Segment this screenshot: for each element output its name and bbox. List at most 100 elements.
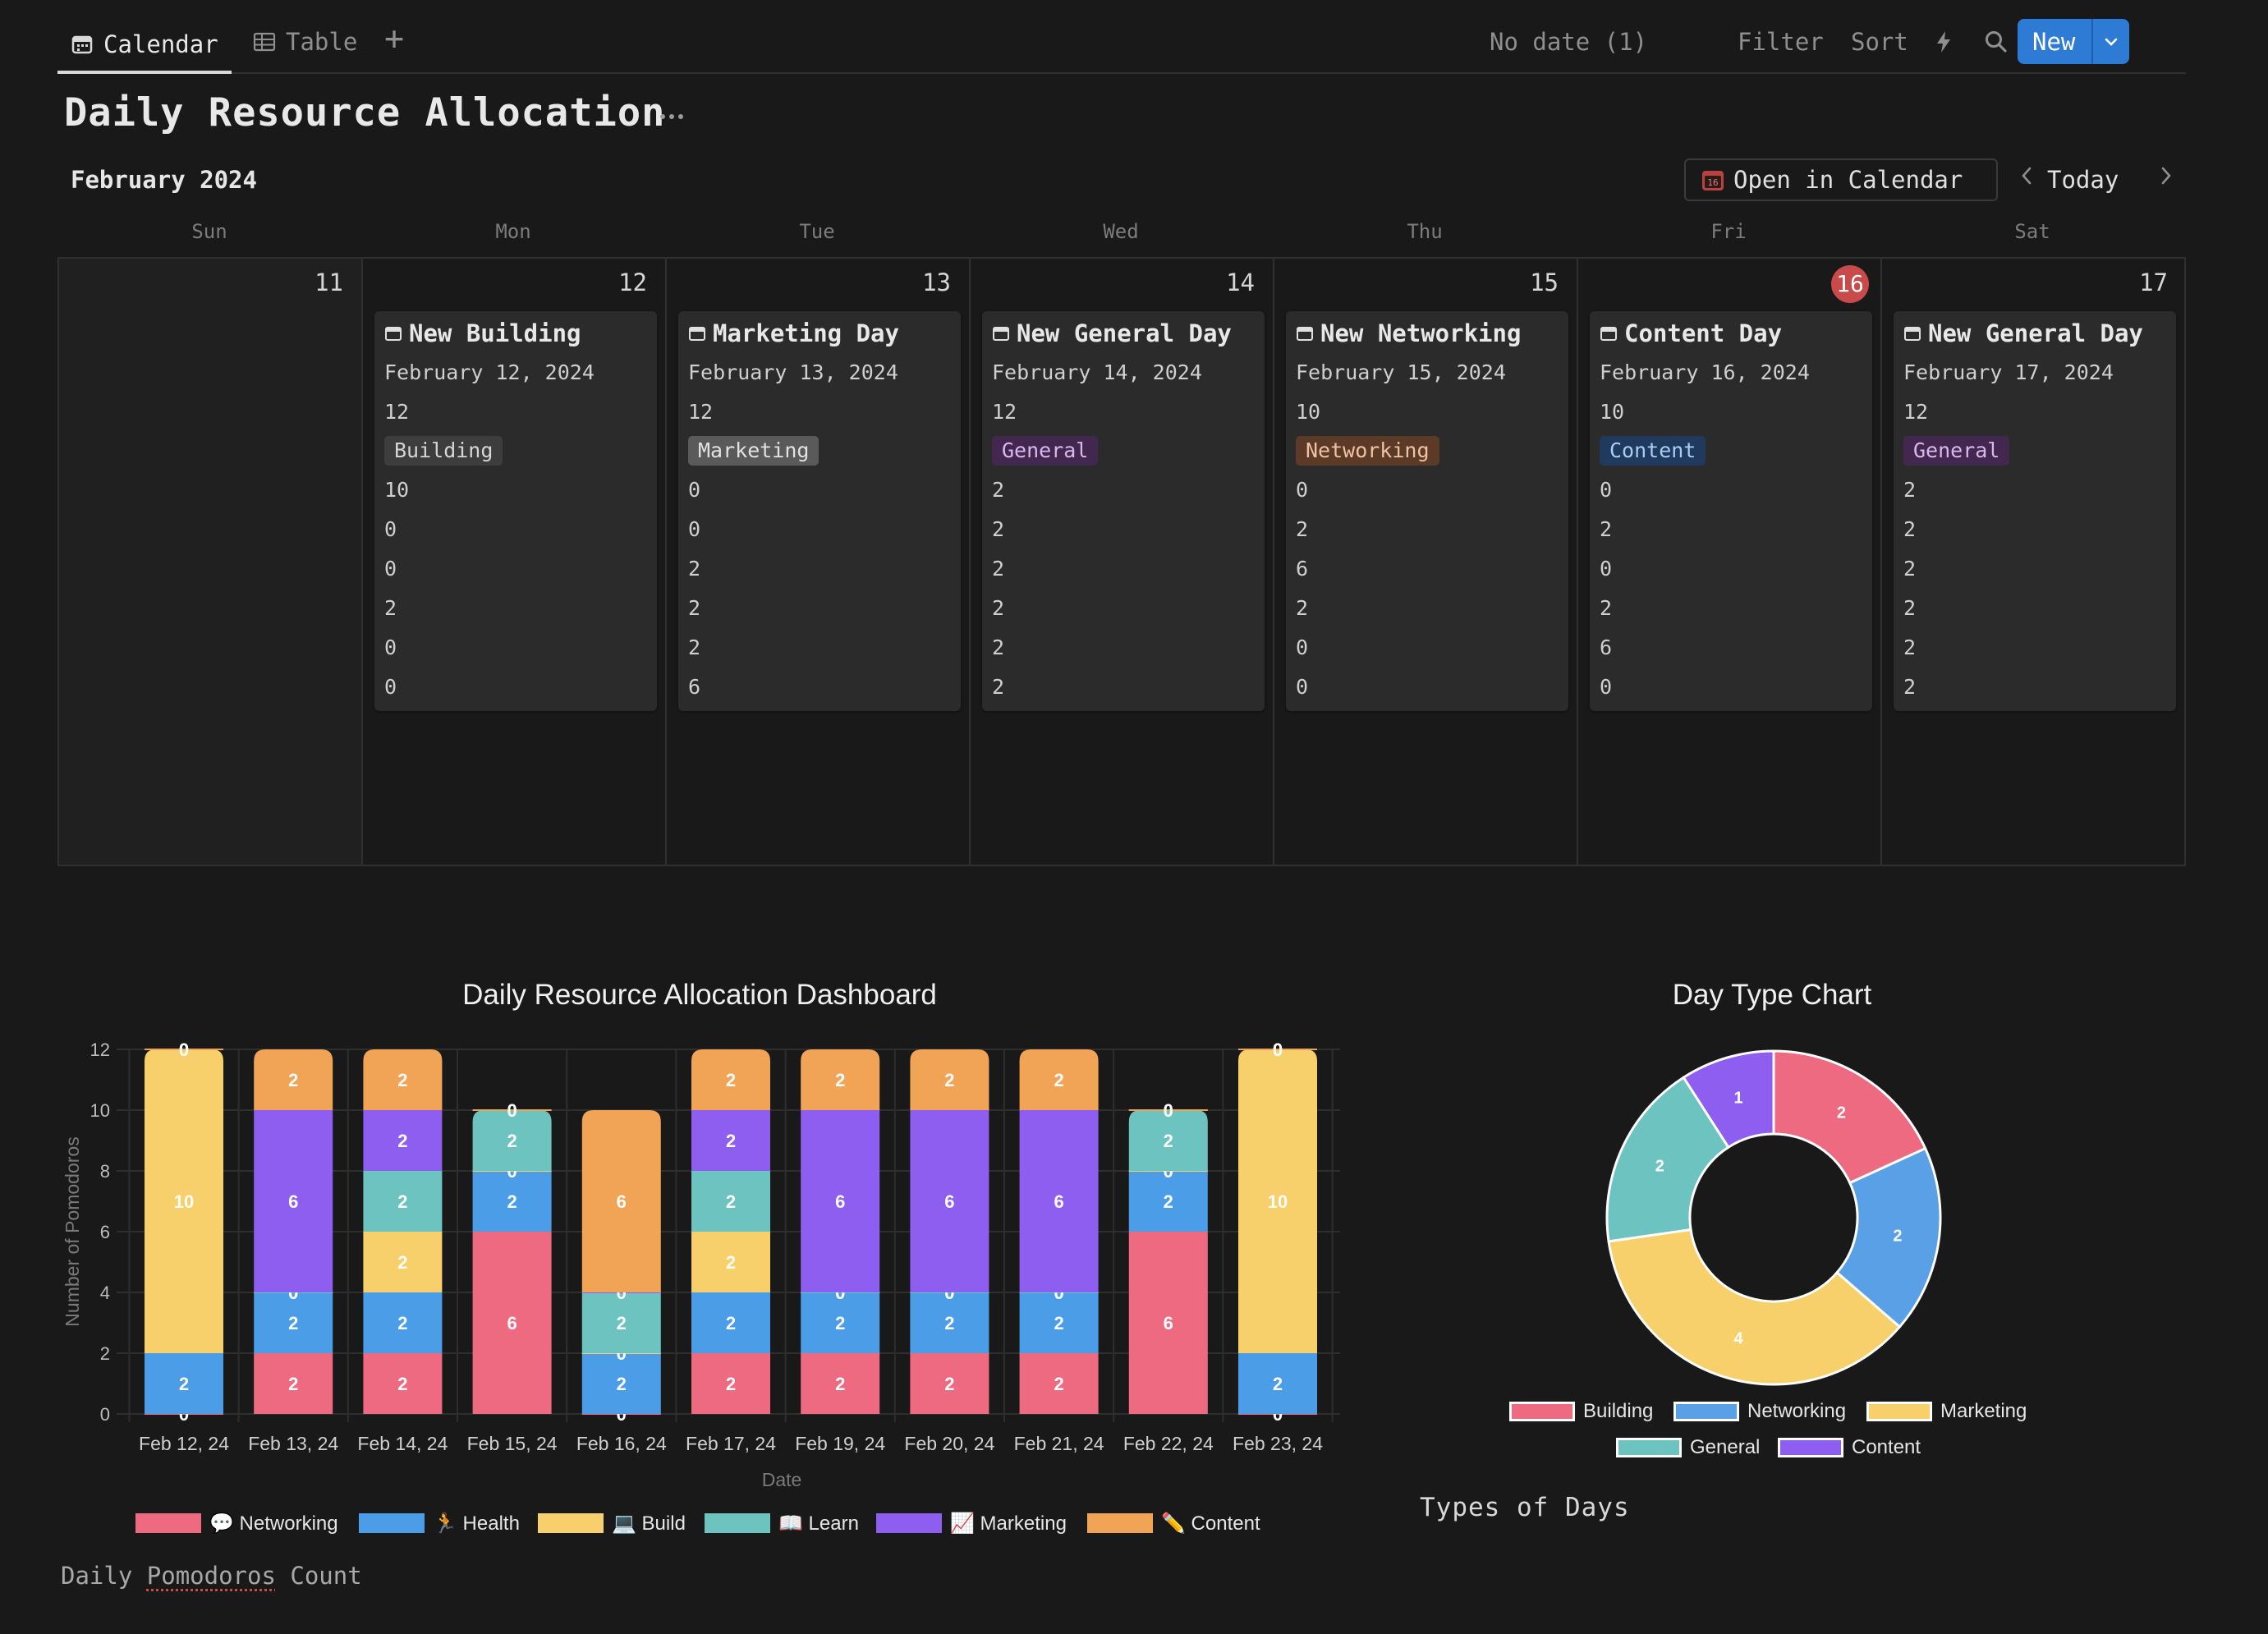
- calendar-day-cell[interactable]: 16 Content Day February 16, 2024 10 Content 0…: [1578, 259, 1882, 865]
- bar-value-label: 2: [397, 1191, 407, 1212]
- donut-slice[interactable]: [1772, 1049, 1927, 1185]
- bar-segment[interactable]: [691, 1110, 770, 1171]
- calendar-day-cell[interactable]: 12 New Building February 12, 2024 12 Buildin…: [363, 259, 667, 865]
- event-card[interactable]: New Networking February 15, 2024 10 Network…: [1286, 311, 1568, 711]
- search-button[interactable]: [1984, 18, 2009, 66]
- bar-segment[interactable]: [691, 1353, 770, 1414]
- automation-button[interactable]: [1933, 18, 1954, 66]
- add-view-button[interactable]: +: [384, 20, 405, 57]
- bar-segment[interactable]: [1238, 1353, 1317, 1414]
- legend-swatch: [538, 1513, 604, 1533]
- bar-segment[interactable]: [1019, 1292, 1099, 1353]
- bar-segment[interactable]: [801, 1292, 880, 1353]
- bar-segment[interactable]: [1128, 1171, 1208, 1232]
- bar-segment[interactable]: [801, 1049, 880, 1110]
- bar-segment[interactable]: [1238, 1049, 1317, 1353]
- donut-slice[interactable]: [1834, 1146, 1942, 1329]
- today-button[interactable]: Today: [2047, 166, 2119, 194]
- tab-calendar[interactable]: Calendar: [57, 18, 232, 74]
- legend-item[interactable]: 💻 Build: [538, 1511, 686, 1535]
- previous-week-button[interactable]: [2018, 163, 2035, 195]
- bar-segment[interactable]: [254, 1110, 333, 1292]
- bar-value-label: 2: [507, 1191, 516, 1212]
- today-date-badge: 16: [1831, 265, 1869, 303]
- bar-segment[interactable]: [581, 1353, 661, 1414]
- bar-segment[interactable]: [363, 1049, 443, 1110]
- bar-segment[interactable]: [910, 1353, 989, 1414]
- calendar-day-cell[interactable]: 14 New General Day February 14, 2024 12 Gene…: [971, 259, 1274, 865]
- page-title[interactable]: Daily Resource Allocation: [64, 90, 666, 135]
- bar-segment[interactable]: [581, 1292, 661, 1353]
- legend-item[interactable]: Networking: [1673, 1399, 1846, 1424]
- bar-segment[interactable]: [363, 1292, 443, 1353]
- event-value: 0: [1600, 675, 1613, 699]
- bar-segment[interactable]: [254, 1292, 333, 1353]
- open-in-calendar-button[interactable]: 16 Open in Calendar: [1684, 158, 1998, 201]
- bar-segment[interactable]: [1128, 1232, 1208, 1414]
- legend-label: 💬 Networking: [209, 1512, 338, 1535]
- bar-segment[interactable]: [472, 1110, 552, 1171]
- sort-button[interactable]: Sort: [1851, 28, 1908, 56]
- bar-segment[interactable]: [1019, 1049, 1099, 1110]
- chevron-right-icon: [2161, 167, 2171, 185]
- donut-slice[interactable]: [1607, 1228, 1902, 1386]
- bar-segment[interactable]: [691, 1232, 770, 1292]
- legend-item[interactable]: 📖 Learn: [705, 1511, 859, 1535]
- bar-segment[interactable]: [801, 1353, 880, 1414]
- bar-segment[interactable]: [363, 1110, 443, 1171]
- bar-segment[interactable]: [1019, 1110, 1099, 1292]
- tab-table[interactable]: Table: [253, 18, 357, 66]
- bar-segment[interactable]: [363, 1353, 443, 1414]
- bar-segment[interactable]: [145, 1353, 223, 1414]
- bar-segment[interactable]: [1019, 1353, 1099, 1414]
- event-card[interactable]: New General Day February 14, 2024 12 Genera…: [982, 311, 1265, 711]
- bar-segment[interactable]: [472, 1232, 552, 1414]
- bar-segment[interactable]: [691, 1049, 770, 1110]
- legend-item[interactable]: ✏️ Content: [1087, 1511, 1260, 1535]
- legend-label: Building: [1583, 1400, 1654, 1422]
- legend-item[interactable]: 🏃 Health: [359, 1511, 520, 1535]
- bar-segment[interactable]: [363, 1171, 443, 1232]
- legend-item[interactable]: Content: [1778, 1435, 1921, 1460]
- event-value: 2: [1903, 675, 1917, 699]
- event-card[interactable]: New Building February 12, 2024 12 Building 1…: [374, 311, 657, 711]
- bar-segment[interactable]: [910, 1049, 989, 1110]
- donut-slice[interactable]: [1682, 1049, 1775, 1150]
- no-date-button[interactable]: No date (1): [1490, 28, 1648, 56]
- event-card[interactable]: New General Day February 17, 2024 12 Genera…: [1894, 311, 2176, 711]
- donut-slice[interactable]: [1605, 1076, 1730, 1243]
- bar-segment[interactable]: [1128, 1110, 1208, 1171]
- x-tick-label: Feb 20, 24: [904, 1433, 994, 1454]
- new-button[interactable]: New: [2018, 19, 2129, 64]
- day-type-tag: Marketing: [688, 436, 820, 466]
- title-more-button[interactable]: [659, 97, 685, 130]
- event-card[interactable]: Content Day February 16, 2024 10 Content 0 2 0…: [1590, 311, 1872, 711]
- event-value: 0: [384, 675, 397, 699]
- bar-segment[interactable]: [472, 1171, 552, 1232]
- bar-segment[interactable]: [691, 1171, 770, 1232]
- bar-segment[interactable]: [801, 1110, 880, 1292]
- legend-item[interactable]: 📈 Marketing: [876, 1511, 1067, 1535]
- bar-segment[interactable]: [145, 1049, 223, 1353]
- bar-segment[interactable]: [363, 1232, 443, 1292]
- caption-word: Count: [290, 1562, 362, 1590]
- bar-segment[interactable]: [910, 1292, 989, 1353]
- filter-button[interactable]: Filter: [1738, 28, 1824, 56]
- calendar-day-cell[interactable]: 11: [59, 259, 363, 865]
- new-dropdown-button[interactable]: [2093, 33, 2129, 51]
- legend-item[interactable]: Marketing: [1866, 1399, 2027, 1424]
- bar-segment[interactable]: [581, 1110, 661, 1292]
- legend-item[interactable]: 💬 Networking: [135, 1511, 338, 1535]
- bar-segment[interactable]: [910, 1110, 989, 1292]
- bar-segment[interactable]: [691, 1292, 770, 1353]
- calendar-day-cell[interactable]: 17 New General Day February 17, 2024 12 Gene…: [1882, 259, 2186, 865]
- legend-item[interactable]: Building: [1509, 1399, 1653, 1424]
- legend-item[interactable]: General: [1616, 1435, 1760, 1460]
- next-week-button[interactable]: [2158, 163, 2174, 195]
- bar-segment[interactable]: [254, 1049, 333, 1110]
- event-card[interactable]: Marketing Day February 13, 2024 12 Marketin…: [678, 311, 961, 711]
- bar-segment[interactable]: [254, 1353, 333, 1414]
- calendar-day-cell[interactable]: 13 Marketing Day February 13, 2024 12 Market…: [667, 259, 971, 865]
- calendar-day-cell[interactable]: 15 New Networking February 15, 2024 10 Netwo…: [1274, 259, 1578, 865]
- svg-text:16: 16: [1707, 177, 1718, 188]
